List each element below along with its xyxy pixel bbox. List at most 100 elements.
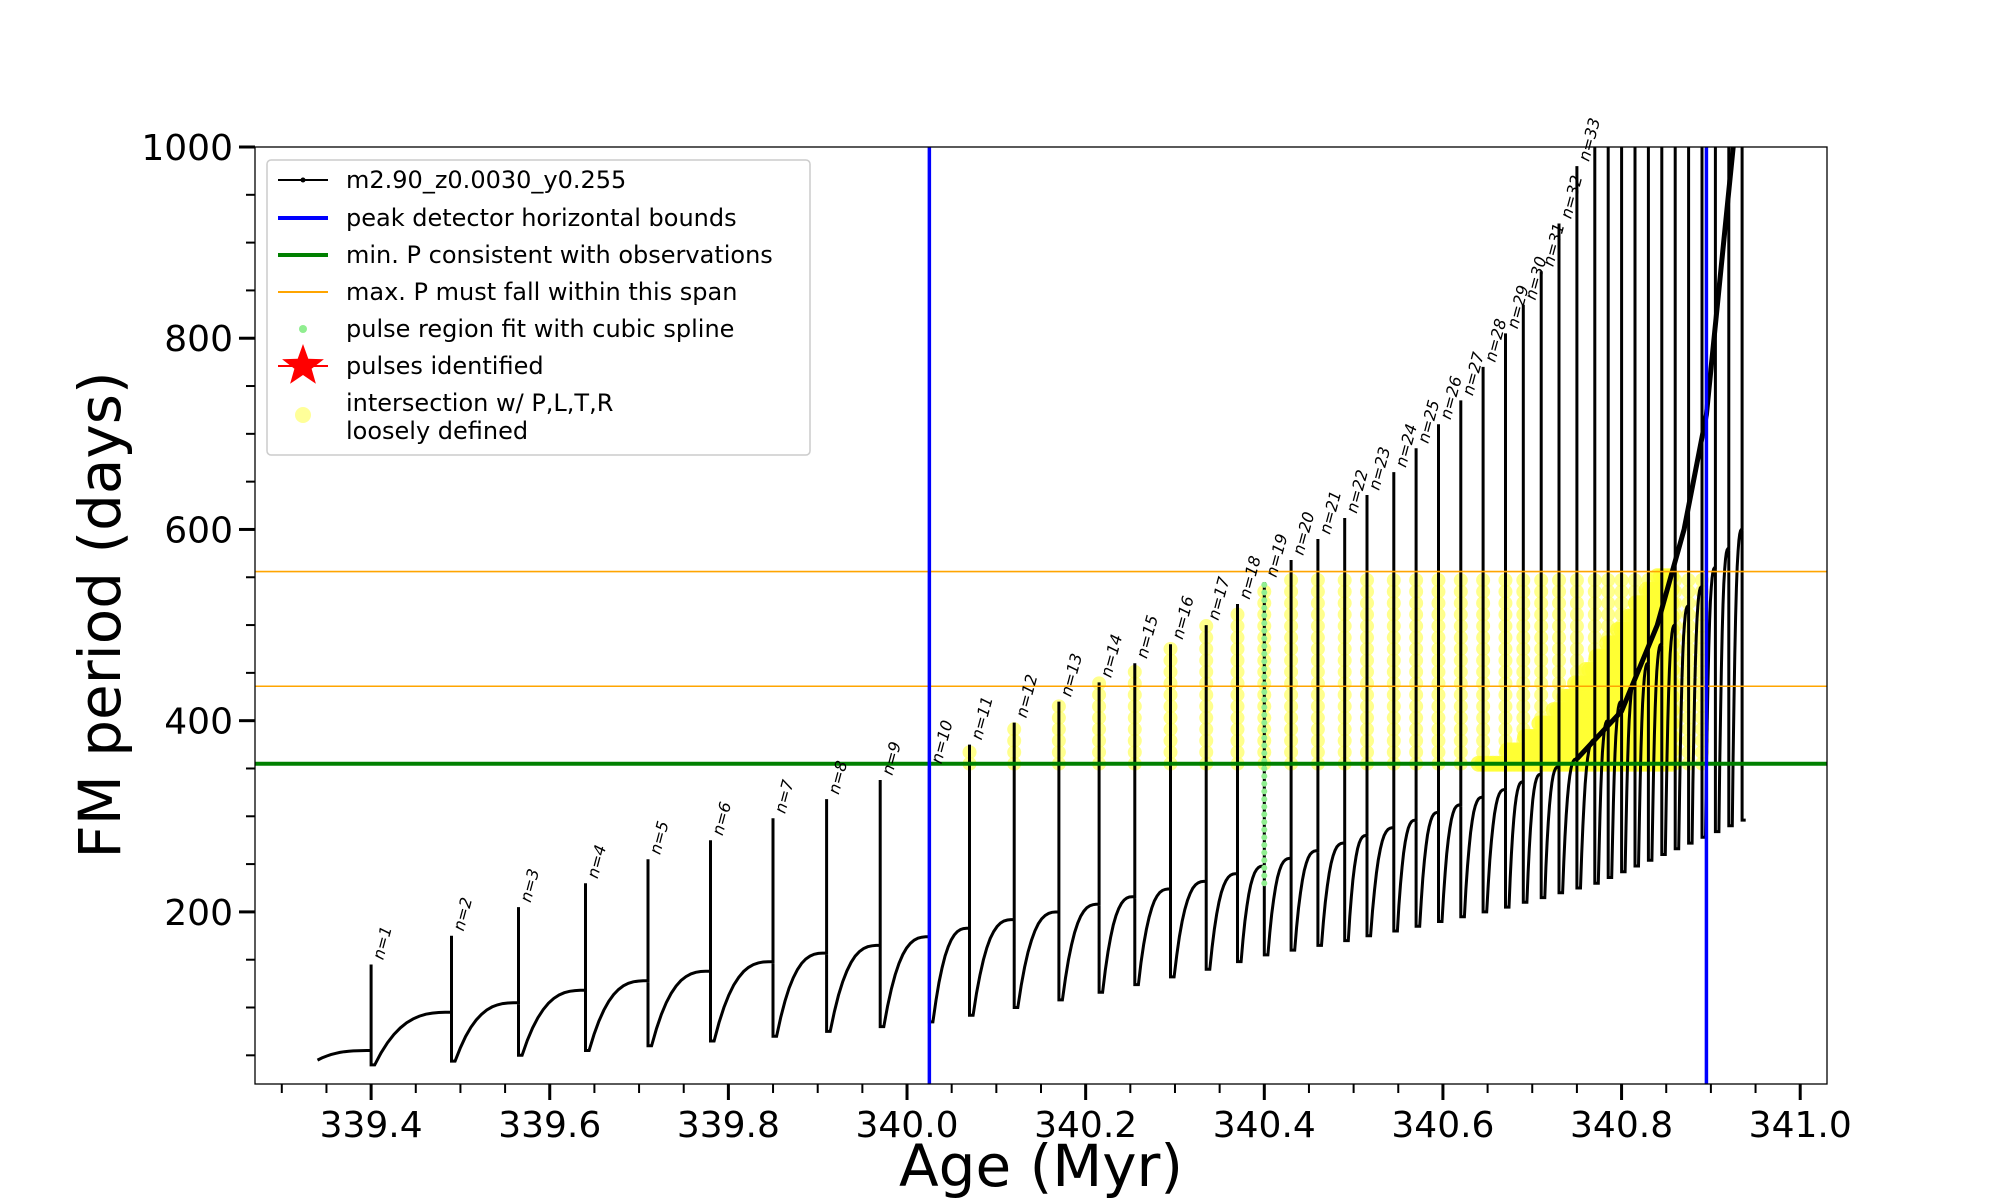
spline-fit-point xyxy=(1261,612,1268,619)
spline-fit-point xyxy=(1261,826,1268,833)
pulse-label: n=14 xyxy=(1097,632,1127,679)
spline-fit-point xyxy=(1261,581,1268,588)
x-tick-label: 339.4 xyxy=(320,1105,423,1146)
spline-fit-points xyxy=(1261,581,1268,887)
legend-item: max. P must fall within this span xyxy=(278,278,737,306)
legend-swatch xyxy=(282,344,324,384)
pulse-label: n=11 xyxy=(967,694,997,741)
pulse-label: n=16 xyxy=(1168,594,1198,641)
model-track-line xyxy=(316,147,1746,1067)
pulse-label: n=20 xyxy=(1289,510,1319,557)
spline-fit-point xyxy=(1261,627,1268,634)
legend-label: pulses identified xyxy=(346,352,544,380)
spline-fit-point xyxy=(1261,857,1268,864)
spline-fit-point xyxy=(1261,880,1268,887)
pulse-label: n=13 xyxy=(1056,651,1086,698)
pulse-label: n=12 xyxy=(1012,672,1042,719)
x-tick-label: 339.6 xyxy=(498,1105,601,1146)
legend-item: peak detector horizontal bounds xyxy=(278,204,737,232)
pulse-label: n=21 xyxy=(1315,489,1345,536)
legend-label: m2.90_z0.0030_y0.255 xyxy=(346,166,626,194)
legend-label: min. P consistent with observations xyxy=(346,241,773,269)
legend-label: max. P must fall within this span xyxy=(346,278,737,306)
spline-fit-point xyxy=(1261,727,1268,734)
spline-fit-point xyxy=(1261,834,1268,841)
spline-fit-point xyxy=(1261,750,1268,757)
spline-fit-point xyxy=(1261,788,1268,795)
pulse-label: n=10 xyxy=(927,718,957,765)
spline-fit-point xyxy=(1261,666,1268,673)
legend-label: intersection w/ P,L,T,R xyxy=(346,389,613,417)
plot-area xyxy=(255,147,1827,1084)
legend-swatch xyxy=(295,407,311,423)
x-tick-label: 340.2 xyxy=(1034,1105,1137,1146)
pulse-label: n=33 xyxy=(1574,116,1604,163)
spline-fit-point xyxy=(1261,704,1268,711)
pulse-label: n=3 xyxy=(516,867,543,905)
pulse-label: n=4 xyxy=(583,843,610,881)
spline-fit-point xyxy=(1261,589,1268,596)
legend-box xyxy=(266,159,811,456)
legend-item: m2.90_z0.0030_y0.255 xyxy=(278,166,626,194)
spline-fit-point xyxy=(1261,849,1268,856)
spline-fit-point xyxy=(1261,635,1268,642)
spline-fit-point xyxy=(1261,643,1268,650)
pulse-label: n=2 xyxy=(449,895,476,933)
pulse-label: n=7 xyxy=(771,777,798,815)
spline-fit-point xyxy=(1261,673,1268,680)
spline-fit-point xyxy=(1261,765,1268,772)
spline-fit-point xyxy=(1261,841,1268,848)
spline-fit-point xyxy=(1261,773,1268,780)
x-tick-label: 340.8 xyxy=(1570,1105,1673,1146)
spline-fit-point xyxy=(1261,811,1268,818)
pulse-label: n=5 xyxy=(646,819,673,857)
spline-fit-point xyxy=(1261,719,1268,726)
pulse-label: n=6 xyxy=(708,800,735,838)
x-tick-label: 340.6 xyxy=(1391,1105,1494,1146)
legend-label: peak detector horizontal bounds xyxy=(346,204,737,232)
spline-fit-point xyxy=(1261,620,1268,627)
y-axis-label: FM period (days) xyxy=(66,371,134,858)
pulse-label: n=23 xyxy=(1365,445,1395,492)
spline-fit-point xyxy=(1261,819,1268,826)
legend-label: pulse region fit with cubic spline xyxy=(346,315,734,343)
legend-label: loosely defined xyxy=(346,417,528,445)
final-rise-line xyxy=(1575,147,1736,761)
pulse-label: n=9 xyxy=(878,739,905,777)
spline-fit-point xyxy=(1261,711,1268,718)
pulse-label: n=31 xyxy=(1539,221,1569,268)
spline-fit-point xyxy=(1261,734,1268,741)
spline-fit-point xyxy=(1261,780,1268,787)
legend-marker xyxy=(300,177,306,183)
spline-fit-point xyxy=(1261,658,1268,665)
spline-fit-point xyxy=(1261,604,1268,611)
y-tick-label: 800 xyxy=(164,319,233,360)
y-tick-label: 1000 xyxy=(141,128,233,169)
x-tick-label: 340.0 xyxy=(855,1105,958,1146)
pulse-label: n=32 xyxy=(1557,173,1587,220)
spline-fit-point xyxy=(1261,864,1268,871)
y-tick-label: 600 xyxy=(164,510,233,551)
spline-fit-point xyxy=(1261,796,1268,803)
legend-item: pulses identified xyxy=(278,344,544,384)
y-tick-label: 200 xyxy=(164,893,233,934)
spline-fit-point xyxy=(1261,803,1268,810)
x-tick-label: 340.4 xyxy=(1213,1105,1316,1146)
legend-swatch xyxy=(299,325,307,333)
pulse-label: n=17 xyxy=(1204,574,1234,622)
axes: 339.4 339.6 339.8 340.0 340.2 340.4 340.6 340.8… xyxy=(141,128,1851,1146)
spline-fit-point xyxy=(1261,650,1268,657)
x-axis-label: Age (Myr) xyxy=(899,1132,1183,1200)
spline-fit-point xyxy=(1261,696,1268,703)
spline-fit-point xyxy=(1261,597,1268,604)
spline-fit-point xyxy=(1261,742,1268,749)
pulse-label: n=1 xyxy=(369,924,396,962)
spline-fit-point xyxy=(1261,688,1268,695)
legend-item: min. P consistent with observations xyxy=(278,241,773,269)
spline-fit-point xyxy=(1261,872,1268,879)
legend-item: pulse region fit with cubic spline xyxy=(299,315,734,343)
x-tick-label: 341.0 xyxy=(1749,1105,1852,1146)
